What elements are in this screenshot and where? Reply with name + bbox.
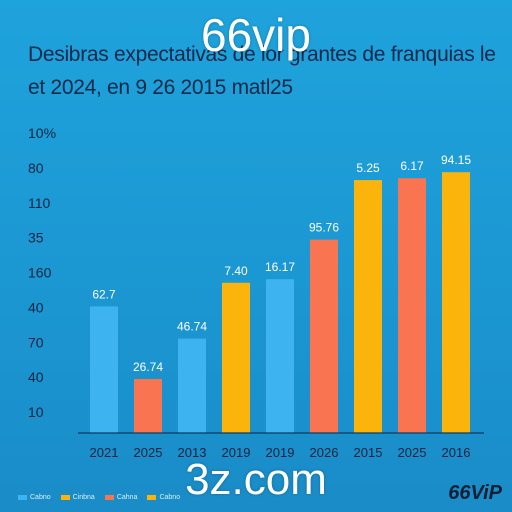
legend-label: Cabno bbox=[30, 494, 51, 501]
data-label: 94.15 bbox=[441, 153, 471, 167]
y-tick-label: 160 bbox=[28, 265, 52, 281]
data-label: 46.74 bbox=[177, 320, 207, 334]
x-tick-label: 2013 bbox=[178, 445, 207, 460]
x-tick-label: 2019 bbox=[222, 445, 251, 460]
y-tick-label: 40 bbox=[28, 299, 44, 315]
bar-4 bbox=[222, 282, 250, 433]
legend-item: Cahna bbox=[104, 494, 138, 501]
chart-title: Desibras expectativas de lor grantes de … bbox=[28, 43, 496, 99]
bar-7 bbox=[354, 180, 382, 433]
bar-8 bbox=[398, 178, 426, 433]
legend-swatch bbox=[147, 495, 157, 500]
x-tick-label: 2015 bbox=[354, 445, 383, 460]
legend-label: Cabno bbox=[159, 494, 181, 501]
y-tick-label: 70 bbox=[28, 334, 44, 350]
x-tick-label: 2019 bbox=[266, 445, 295, 460]
legend-label: Cahna bbox=[116, 494, 138, 501]
legend-item: Cabno bbox=[147, 494, 180, 501]
bar-5 bbox=[266, 279, 294, 433]
bar-2 bbox=[134, 379, 162, 433]
bar-3 bbox=[178, 338, 206, 433]
x-tick-label: 2026 bbox=[310, 445, 339, 460]
x-tick-label: 2021 bbox=[90, 445, 119, 460]
x-tick-label: 2025 bbox=[398, 445, 427, 460]
legend-swatch bbox=[104, 495, 114, 500]
y-tick-label: 110 bbox=[28, 195, 51, 211]
data-label: 62.7 bbox=[92, 287, 116, 301]
x-tick-label: 2025 bbox=[134, 445, 163, 460]
legend-item: Cinbna bbox=[60, 494, 95, 501]
watermark-bottom: 3z.com bbox=[185, 455, 327, 504]
bar-9 bbox=[442, 172, 470, 433]
x-tick-label: 2016 bbox=[442, 445, 471, 460]
data-label: 6.17 bbox=[400, 159, 424, 173]
y-tick-label: 35 bbox=[28, 230, 44, 246]
legend-swatch bbox=[60, 495, 70, 500]
legend-label: Cinbna bbox=[72, 494, 95, 501]
legend-item: Cabno bbox=[18, 494, 51, 501]
legend-swatch bbox=[18, 495, 27, 500]
data-label: 16.17 bbox=[265, 260, 295, 274]
legend: Cabno Cinbna Cahna Cabno bbox=[18, 494, 180, 501]
y-tick-label: 10 bbox=[28, 404, 44, 420]
y-tick-label: 10% bbox=[28, 125, 56, 141]
data-label: 5.25 bbox=[356, 161, 380, 175]
y-tick-label: 80 bbox=[28, 160, 44, 176]
bar-1 bbox=[90, 306, 118, 433]
y-tick-label: 40 bbox=[28, 369, 44, 385]
data-label: 95.76 bbox=[309, 221, 339, 235]
watermark-corner: 66ViP bbox=[448, 482, 502, 504]
data-label: 7.40 bbox=[224, 264, 248, 278]
data-label: 26.74 bbox=[133, 360, 163, 374]
watermark-top: 66vip bbox=[201, 9, 311, 61]
bar-6 bbox=[310, 239, 338, 433]
